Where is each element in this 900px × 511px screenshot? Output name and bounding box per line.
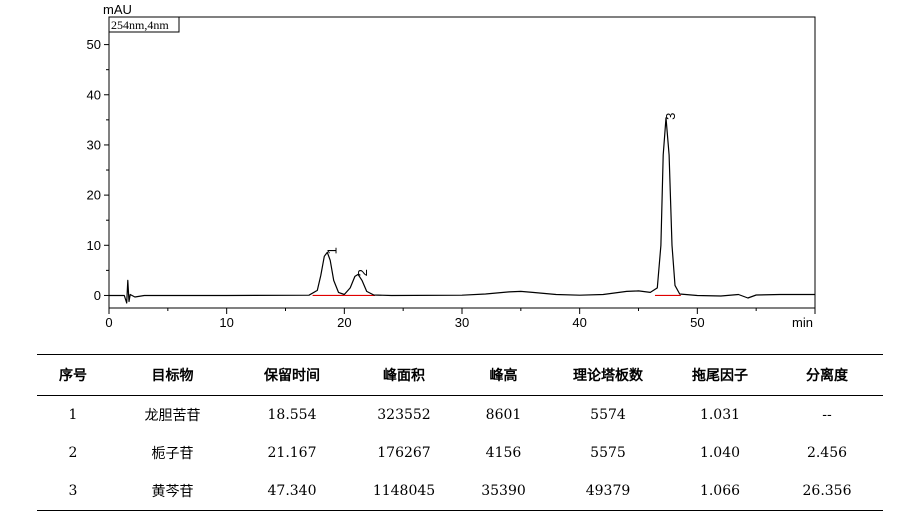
y-tick-label: 30 bbox=[87, 137, 101, 152]
y-tick-label: 20 bbox=[87, 188, 101, 203]
cell-plate-count: 5575 bbox=[590, 445, 626, 461]
table-row: 3 黄芩苷 47.340 1148045 35390 49379 1.066 2… bbox=[37, 472, 883, 511]
x-tick-label: 40 bbox=[572, 315, 586, 330]
table-row: 2 栀子苷 21.167 176267 4156 5575 1.040 2.45… bbox=[37, 434, 883, 472]
legend-box bbox=[108, 16, 180, 33]
cell-peak-area: 323552 bbox=[377, 407, 431, 423]
header-peak-height: 峰高 bbox=[489, 368, 518, 384]
cell-resolution: -- bbox=[822, 407, 832, 423]
y-axis-label: mAU bbox=[103, 2, 132, 17]
cell-plate-count: 49379 bbox=[585, 483, 631, 499]
y-tick-label: 10 bbox=[87, 238, 101, 253]
cell-index: 1 bbox=[68, 407, 78, 423]
header-index: 序号 bbox=[59, 368, 87, 384]
plot-frame bbox=[108, 16, 816, 309]
x-tick-label: 20 bbox=[337, 315, 351, 330]
header-retention-time: 保留时间 bbox=[264, 368, 320, 384]
cell-retention-time: 18.554 bbox=[267, 407, 317, 423]
cell-retention-time: 21.167 bbox=[267, 445, 317, 461]
y-tick-label: 50 bbox=[87, 37, 101, 52]
header-tailing-factor: 拖尾因子 bbox=[692, 368, 748, 384]
table-row: 1 龙胆苦苷 18.554 323552 8601 5574 1.031 -- bbox=[37, 396, 883, 435]
y-tick-label: 40 bbox=[87, 87, 101, 102]
peak-label: 3 bbox=[663, 113, 678, 120]
cell-tailing-factor: 1.031 bbox=[699, 407, 741, 423]
cell-peak-area: 1148045 bbox=[372, 483, 436, 499]
cell-tailing-factor: 1.040 bbox=[699, 445, 741, 461]
cell-analyte: 黄芩苷 bbox=[151, 484, 194, 500]
y-tick-label: 0 bbox=[94, 288, 101, 303]
cell-plate-count: 5574 bbox=[590, 407, 626, 423]
cell-peak-height: 8601 bbox=[485, 407, 522, 423]
peak-label: 1 bbox=[324, 247, 339, 254]
legend-text: 254nm,4nm bbox=[111, 18, 169, 32]
cell-resolution: 2.456 bbox=[806, 445, 848, 461]
chromatogram-trace bbox=[109, 117, 815, 304]
header-plate-count: 理论塔板数 bbox=[573, 368, 643, 384]
x-axis-label: min bbox=[792, 315, 813, 330]
header-resolution: 分离度 bbox=[806, 368, 848, 384]
cell-index: 3 bbox=[68, 483, 78, 499]
header-peak-area: 峰面积 bbox=[383, 368, 425, 384]
cell-peak-area: 176267 bbox=[377, 445, 431, 461]
x-tick-label: 10 bbox=[219, 315, 233, 330]
results-table-container: 序号 目标物 保留时间 峰面积 峰高 理论塔板数 拖尾因子 分离度 1 龙胆苦苷… bbox=[37, 354, 883, 511]
cell-resolution: 26.356 bbox=[802, 483, 852, 499]
peak-label: 2 bbox=[355, 269, 370, 276]
x-tick-label: 0 bbox=[105, 315, 112, 330]
chromatogram-chart: 0 10 20 30 40 50 0 10 20 30 40 50 mAU min 254nm,4nm 1 2 3 bbox=[87, 2, 816, 330]
table-header-row: 序号 目标物 保留时间 峰面积 峰高 理论塔板数 拖尾因子 分离度 bbox=[37, 354, 883, 396]
cell-peak-height: 35390 bbox=[481, 483, 526, 499]
x-tick-label: 30 bbox=[455, 315, 469, 330]
cell-retention-time: 47.340 bbox=[267, 483, 317, 499]
cell-index: 2 bbox=[68, 445, 78, 461]
cell-analyte: 栀子苷 bbox=[151, 446, 194, 462]
x-tick-label: 50 bbox=[690, 315, 704, 330]
cell-tailing-factor: 1.066 bbox=[699, 483, 741, 499]
cell-analyte: 龙胆苦苷 bbox=[144, 408, 201, 424]
cell-peak-height: 4156 bbox=[485, 445, 522, 461]
results-table: 序号 目标物 保留时间 峰面积 峰高 理论塔板数 拖尾因子 分离度 1 龙胆苦苷… bbox=[37, 354, 883, 511]
header-analyte: 目标物 bbox=[151, 368, 194, 384]
